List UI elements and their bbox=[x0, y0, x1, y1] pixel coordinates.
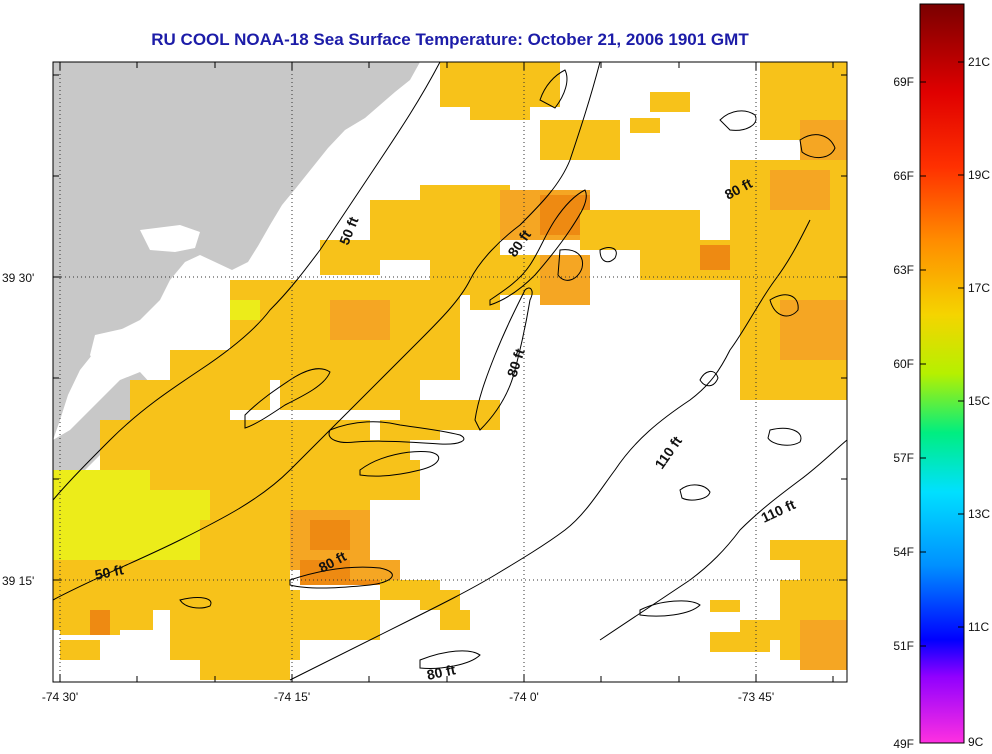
colorbar-ticks bbox=[920, 61, 964, 647]
sst-pixel bbox=[700, 245, 730, 270]
sst-pixel bbox=[650, 92, 690, 112]
lat-label: 39 15' bbox=[2, 574, 34, 588]
colorbar-f-label: 66F bbox=[893, 169, 914, 183]
plot-frame bbox=[52, 61, 848, 683]
bay bbox=[140, 225, 200, 252]
sst-pixel bbox=[800, 620, 847, 670]
sst-pixel bbox=[630, 118, 660, 133]
colorbar-c-label: 9C bbox=[968, 735, 984, 749]
colorbar-f-label: 60F bbox=[893, 357, 914, 371]
sst-pixel bbox=[280, 350, 380, 410]
sst-pixel bbox=[310, 520, 350, 550]
sst-pixel bbox=[710, 632, 770, 652]
bay bbox=[90, 325, 170, 372]
colorbar-c-label: 15C bbox=[968, 394, 990, 408]
sst-pixel bbox=[330, 300, 390, 340]
colorbar-c-label: 19C bbox=[968, 168, 990, 182]
sst-pixel bbox=[780, 300, 847, 360]
sst-pixel bbox=[470, 280, 500, 310]
lon-label: -74 30' bbox=[42, 690, 78, 704]
sst-pixel bbox=[250, 600, 380, 640]
sst-pixel bbox=[400, 400, 500, 430]
map-title: RU COOL NOAA-18 Sea Surface Temperature:… bbox=[151, 30, 749, 49]
depth-label-50ft: 50 ft bbox=[93, 561, 125, 583]
sst-pixel bbox=[800, 120, 847, 160]
sst-pixel bbox=[420, 590, 460, 610]
sst-pixel bbox=[440, 610, 470, 630]
lon-label: -73 45' bbox=[738, 690, 774, 704]
sst-pixel bbox=[420, 185, 510, 215]
colorbar-c-label: 17C bbox=[968, 281, 990, 295]
lon-label: -74 0' bbox=[509, 690, 539, 704]
colorbar-f-label: 69F bbox=[893, 75, 914, 89]
colorbar-f-label: 51F bbox=[893, 639, 914, 653]
colorbar-f-label: 57F bbox=[893, 451, 914, 465]
sst-pixel bbox=[60, 640, 100, 660]
land-mass bbox=[53, 62, 420, 440]
colorbar-celsius-labels: 21C 19C 17C 15C 13C 11C 9C bbox=[968, 55, 990, 749]
sst-pixel bbox=[710, 600, 740, 612]
lon-label: -74 15' bbox=[274, 690, 310, 704]
sst-pixel bbox=[760, 110, 800, 140]
colorbar-f-label: 63F bbox=[893, 263, 914, 277]
frame-ticks bbox=[53, 62, 847, 682]
sst-pixel bbox=[90, 610, 110, 635]
sst-pixel bbox=[230, 300, 260, 320]
lat-label: 39 30' bbox=[2, 271, 34, 285]
sst-pixel bbox=[200, 640, 290, 680]
colorbar-f-label: 49F bbox=[893, 737, 914, 751]
sst-pixel bbox=[770, 170, 830, 210]
sst-pixel bbox=[350, 560, 400, 580]
colorbar-c-label: 11C bbox=[968, 620, 989, 634]
sst-pixel bbox=[200, 520, 290, 590]
grid-lines bbox=[53, 62, 847, 682]
colorbar-f-label: 54F bbox=[893, 545, 914, 559]
colorbar-c-label: 13C bbox=[968, 507, 990, 521]
sst-pixel bbox=[320, 240, 380, 275]
colorbar-fahrenheit-labels: 69F 66F 63F 60F 57F 54F 51F 49F bbox=[893, 75, 914, 751]
depth-contours bbox=[53, 62, 847, 681]
colorbar bbox=[919, 3, 965, 744]
colorbar-c-label: 21C bbox=[968, 55, 990, 69]
depth-label-80ft: 80 ft bbox=[425, 661, 457, 683]
sst-pixel bbox=[540, 120, 620, 160]
sst-pixel bbox=[150, 440, 230, 490]
sst-pixel bbox=[470, 100, 530, 120]
